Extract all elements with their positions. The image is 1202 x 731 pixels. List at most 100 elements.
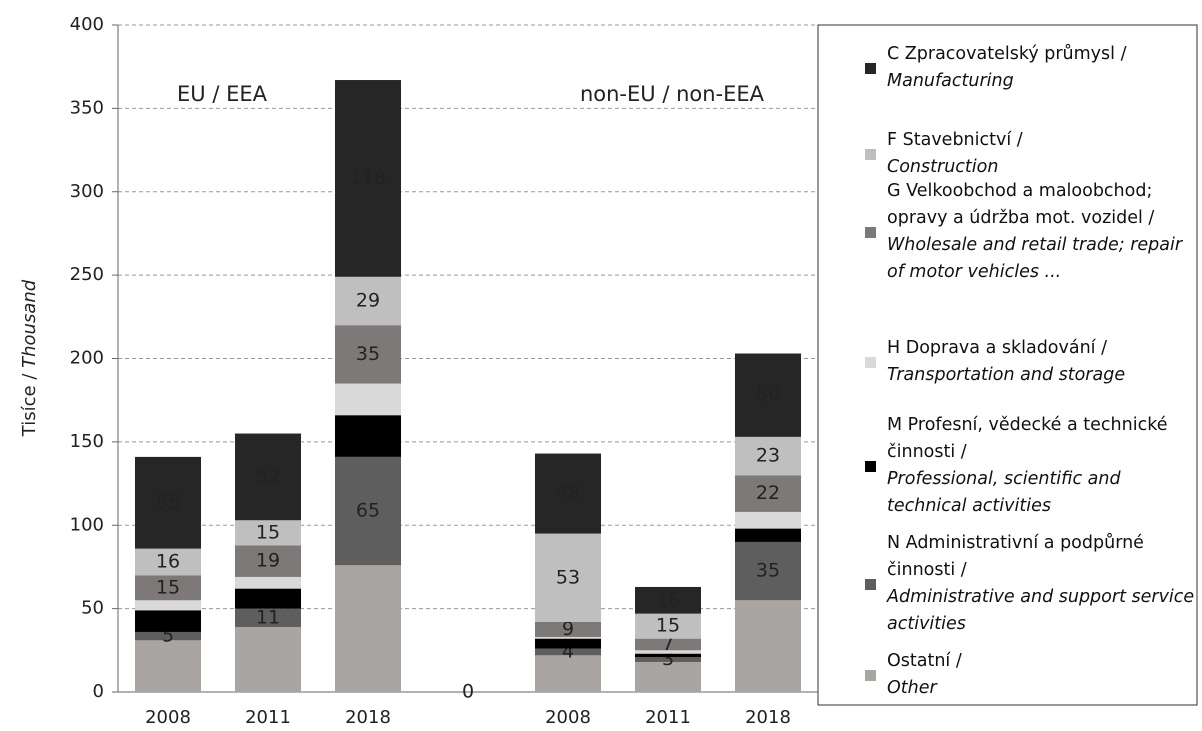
legend-swatch [865,63,876,74]
legend-entry: F Stavebnictví / Construction [865,127,1199,181]
y-label-cz: Tisíce / [19,373,40,438]
legend-entry: M Profesní, vědecké a technické činnosti… [865,412,1199,520]
data-label: 16 [156,550,180,572]
bar-segment [635,586,701,614]
legend-label: Ostatní / [887,651,962,671]
data-label: 65 [356,500,380,522]
annotation: EU / EEA [177,82,268,106]
annotation: non-EU / non-EEA [580,82,765,106]
y-label-en: Thousand [19,279,40,368]
y-tick-label: 350 [70,97,104,118]
bar-segment [535,636,601,639]
bar-segment [735,600,801,692]
bar-segment [635,650,701,654]
bar-segment [335,456,401,566]
legend-label-en: Manufacturing [887,71,1014,91]
bar-segment [235,608,301,627]
y-tick-label: 50 [81,598,104,619]
data-label: 53 [556,566,580,588]
legend-label-en: Administrative and support service activ… [887,587,1195,634]
x-tick-label: 2008 [145,707,191,728]
bar-segment [635,638,701,651]
bar-segment [135,631,201,641]
data-label: 35 [756,560,780,582]
data-label: 35 [356,343,380,365]
data-label: 48 [556,482,580,504]
bar-segment [735,436,801,476]
data-label: 55 [156,491,180,513]
bar-segment [335,415,401,457]
legend-label-en: Transportation and storage [887,365,1126,385]
bar-segment [535,648,601,656]
bar-segment [735,475,801,512]
legend-label: F Stavebnictví / [887,130,1023,150]
y-axis-label: Tisíce / Thousand [19,279,40,437]
y-tick-label: 100 [70,514,104,535]
legend-label: H Doprava a skladování / [887,338,1108,358]
bar-segment [135,600,201,611]
bar-segment [635,656,701,662]
bar-segment [535,621,601,637]
bar-segment [235,626,301,692]
legend-label-en: Construction [887,157,999,177]
legend-label-en: Professional, scientific and technical a… [887,469,1121,516]
legend-entry: Ostatní / Other [865,648,1199,702]
data-label: 22 [756,482,780,504]
bar-segment [635,613,701,639]
y-tick-label: 200 [70,348,104,369]
data-label: 52 [256,465,280,487]
data-label: 29 [356,289,380,311]
bar-segment [335,80,401,277]
bar-segment [535,533,601,622]
bar-segment [535,655,601,692]
legend-swatch [865,461,876,472]
legend-swatch [865,579,876,590]
legend-label: M Profesní, vědecké a technické činnosti… [887,415,1168,462]
bar-segment [635,653,701,657]
bar-segment [735,528,801,542]
legend-swatch [865,149,876,160]
data-label: 15 [156,576,180,598]
data-label: 19 [256,550,280,572]
data-label: 11 [256,606,280,628]
legend-entry: H Doprava a skladování / Transportation a… [865,335,1199,389]
y-tick-label: 300 [70,181,104,202]
bar-segment [135,610,201,632]
data-label: 15 [656,615,680,637]
y-tick-label: 150 [70,431,104,452]
bar-segment [135,575,201,601]
x-tick-label: 2011 [245,707,291,728]
bar-segment [535,453,601,534]
legend-label: G Velkoobchod a maloobchod; opravy a údr… [887,181,1155,228]
data-label: 16 [656,589,680,611]
bar-segment [235,433,301,521]
legend-swatch [865,357,876,368]
legend-swatch [865,227,876,238]
legend-entry: C Zpracovatelský průmysl / Manufacturing [865,41,1199,95]
bar-segment [335,276,401,326]
bar-segment [235,588,301,609]
data-label: 9 [562,618,574,640]
bar-segment [335,565,401,692]
bar-segment [735,541,801,601]
legend-entry: G Velkoobchod a maloobchod; opravy a údr… [865,178,1199,286]
legend-label: N Administrativní a podpůrné činnosti / [887,533,1144,580]
y-tick-label: 0 [93,681,104,702]
bar-segment [135,640,201,692]
x-tick-label: 2018 [345,707,391,728]
data-label: 15 [256,521,280,543]
bar-segment [235,576,301,589]
bar-segment [135,548,201,576]
bar-segment [735,353,801,437]
data-label: 23 [756,445,780,467]
legend-entry: N Administrativní a podpůrné činnosti / A… [865,530,1199,638]
bar-segment [135,456,201,549]
bar-segment [535,638,601,649]
y-tick-label: 250 [70,264,104,285]
bar-segment [235,520,301,546]
x-tick-label: 2011 [645,707,691,728]
y-tick-label: 400 [70,14,104,35]
legend-box [817,24,1198,706]
bar-segment [235,545,301,577]
x-tick-label: 2008 [545,707,591,728]
